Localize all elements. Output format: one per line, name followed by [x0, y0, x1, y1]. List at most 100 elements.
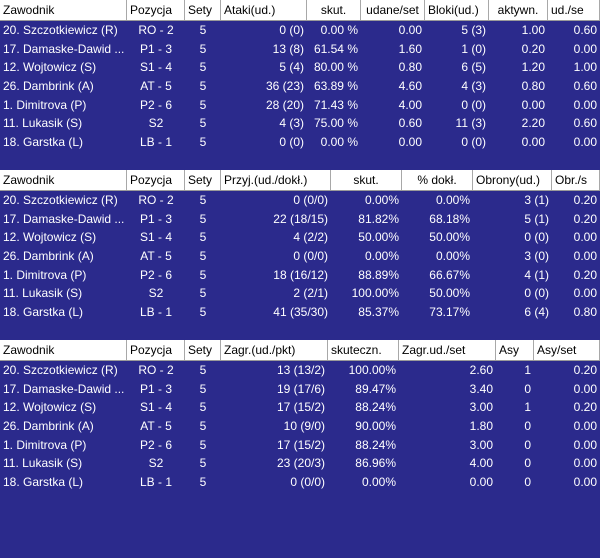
- cell-serve-efficiency: 0.00%: [361, 475, 396, 490]
- cell-serves-per-set: 2.60: [469, 363, 493, 377]
- column-header-asy[interactable]: Asy: [496, 340, 534, 360]
- cell-sets: 5: [199, 116, 207, 131]
- column-header-zagr[interactable]: Zagr.(ud./pkt): [221, 340, 328, 360]
- column-header-proc-dokl[interactable]: % dokł.: [402, 170, 473, 190]
- column-header-udane-set[interactable]: udane/set: [361, 0, 425, 20]
- column-header-sety[interactable]: Sety: [185, 0, 221, 20]
- table-row[interactable]: 11. Lukasik (S) S2 5 4 (3) 75.00 % 0.60 11 (3)…: [0, 114, 600, 133]
- cell-position: S1 - 4: [139, 60, 172, 75]
- column-header-ataki[interactable]: Ataki(ud.): [221, 0, 307, 20]
- table-row[interactable]: 12. Wojtowicz (S) S1 - 4 5 4 (2/2) 50.00% 50.…: [0, 228, 600, 247]
- cell-player-name: 17. Damaske-Dawid ...: [3, 41, 125, 56]
- column-header-asy-set[interactable]: Asy/set: [534, 340, 600, 360]
- cell-sets: 5: [199, 419, 207, 434]
- column-header-pozycja[interactable]: Pozycja: [127, 170, 185, 190]
- column-header-obr-set[interactable]: Obr./s: [552, 170, 600, 190]
- column-header-zawodnik[interactable]: Zawodnik: [0, 0, 127, 20]
- cell-player-name: 1. Dimitrova (P): [3, 97, 87, 112]
- table-row[interactable]: 18. Garstka (L) LB - 1 5 0 (0) 0.00 % 0.00 0 (…: [0, 133, 600, 152]
- cell-player-name: 12. Wojtowicz (S): [3, 60, 97, 75]
- table-row[interactable]: 17. Damaske-Dawid ... P1 - 3 5 22 (18/15) 81…: [0, 210, 600, 229]
- cell-sets: 5: [199, 437, 207, 452]
- cell-attacks: 5 (4): [279, 60, 304, 75]
- cell-position: S2: [148, 116, 164, 131]
- cell-sets: 5: [199, 381, 207, 396]
- column-header-ud-set[interactable]: ud./se: [548, 0, 600, 20]
- table-row[interactable]: 20. Szczotkiewicz (R) RO - 2 5 13 (13/2) 100…: [0, 361, 600, 380]
- column-header-przyj[interactable]: Przyj.(ud./dokł.): [221, 170, 331, 190]
- cell-receptions: 2 (2/1): [293, 286, 328, 301]
- cell-sets: 5: [199, 363, 207, 377]
- table-row[interactable]: 11. Lukasik (S) S2 5 23 (20/3) 86.96% 4.00 0 0.…: [0, 454, 600, 473]
- cell-digs-per-set: 0.00: [573, 286, 597, 301]
- cell-serves-per-set: 3.40: [469, 381, 493, 396]
- cell-attacks-per-set: 4.60: [398, 79, 422, 94]
- cell-blocks-per-set: 1.00: [573, 60, 597, 75]
- column-header-zawodnik[interactable]: Zawodnik: [0, 340, 127, 360]
- cell-attacks: 13 (8): [272, 41, 304, 56]
- cell-serves-per-set: 4.00: [469, 456, 493, 471]
- cell-sets: 5: [199, 475, 207, 490]
- cell-receptions: 4 (2/2): [293, 230, 328, 245]
- table-row[interactable]: 1. Dimitrova (P) P2 - 6 5 17 (15/2) 88.24% 3.…: [0, 436, 600, 455]
- cell-serve-efficiency: 88.24%: [355, 400, 396, 415]
- cell-blocks-per-set: 0.00: [573, 41, 597, 56]
- cell-attack-efficiency: 80.00 %: [313, 60, 358, 75]
- cell-digs: 0 (0): [524, 286, 549, 301]
- column-header-obrony[interactable]: Obrony(ud.): [473, 170, 552, 190]
- column-header-zawodnik[interactable]: Zawodnik: [0, 170, 127, 190]
- cell-attacks-per-set: 0.00: [398, 135, 422, 150]
- cell-reception-efficiency: 0.00%: [364, 249, 399, 264]
- table-row[interactable]: 20. Szczotkiewicz (R) RO - 2 5 0 (0/0) 0.00%…: [0, 191, 600, 210]
- cell-serves-per-set: 0.00: [469, 475, 493, 490]
- cell-sets: 5: [199, 286, 207, 301]
- table-body: 20. Szczotkiewicz (R) RO - 2 5 0 (0) 0.00 % 0…: [0, 21, 600, 152]
- table-row[interactable]: 18. Garstka (L) LB - 1 5 0 (0/0) 0.00% 0.00 0 0…: [0, 473, 600, 492]
- column-header-skut[interactable]: skut.: [307, 0, 361, 20]
- cell-player-name: 26. Dambrink (A): [3, 419, 94, 434]
- column-header-zagr-ud-set[interactable]: Zagr.ud./set: [399, 340, 496, 360]
- table-row[interactable]: 17. Damaske-Dawid ... P1 - 3 5 13 (8) 61.54 …: [0, 40, 600, 59]
- cell-blocks-per-set: 0.60: [573, 79, 597, 94]
- cell-aces: 1: [524, 363, 531, 377]
- column-header-skuteczn[interactable]: skuteczn.: [328, 340, 399, 360]
- cell-attacks: 0 (0): [279, 135, 304, 150]
- cell-blocks-per-set: 0.60: [573, 23, 597, 37]
- cell-receptions: 22 (18/15): [273, 211, 328, 226]
- cell-sets: 5: [199, 267, 207, 282]
- table-row[interactable]: 20. Szczotkiewicz (R) RO - 2 5 0 (0) 0.00 % 0…: [0, 21, 600, 40]
- table-row[interactable]: 26. Dambrink (A) AT - 5 5 36 (23) 63.89 % 4.6…: [0, 77, 600, 96]
- cell-position: AT - 5: [140, 419, 172, 434]
- cell-player-name: 11. Lukasik (S): [3, 116, 83, 131]
- cell-blocks: 1 (0): [461, 41, 486, 56]
- cell-player-name: 17. Damaske-Dawid ...: [3, 381, 125, 396]
- cell-attack-efficiency: 63.89 %: [313, 79, 358, 94]
- table-row[interactable]: 26. Dambrink (A) AT - 5 5 10 (9/0) 90.00% 1.8…: [0, 417, 600, 436]
- cell-position: P1 - 3: [139, 381, 172, 396]
- table-header: Zawodnik Pozycja Sety Ataki(ud.) skut. u…: [0, 0, 600, 21]
- cell-serves: 23 (20/3): [276, 456, 325, 471]
- column-header-pozycja[interactable]: Pozycja: [127, 340, 185, 360]
- cell-aces-per-set: 0.00: [573, 381, 597, 396]
- column-header-skut[interactable]: skut.: [331, 170, 402, 190]
- cell-serve-efficiency: 89.47%: [355, 381, 396, 396]
- table-row[interactable]: 1. Dimitrova (P) P2 - 6 5 18 (16/12) 88.89% 6…: [0, 266, 600, 285]
- column-header-pozycja[interactable]: Pozycja: [127, 0, 185, 20]
- cell-reception-efficiency: 85.37%: [358, 305, 399, 320]
- table-row[interactable]: 1. Dimitrova (P) P2 - 6 5 28 (20) 71.43 % 4.0…: [0, 96, 600, 115]
- table-row[interactable]: 11. Lukasik (S) S2 5 2 (2/1) 100.00% 50.00% 0 …: [0, 284, 600, 303]
- table-row[interactable]: 17. Damaske-Dawid ... P1 - 3 5 19 (17/6) 89.…: [0, 380, 600, 399]
- column-header-aktywn[interactable]: aktywn.: [489, 0, 548, 20]
- table-row[interactable]: 12. Wojtowicz (S) S1 - 4 5 17 (15/2) 88.24% 3…: [0, 398, 600, 417]
- table-row[interactable]: 18. Garstka (L) LB - 1 5 41 (35/30) 85.37% 73…: [0, 303, 600, 322]
- cell-block-activity: 1.00: [521, 23, 545, 37]
- table-row[interactable]: 26. Dambrink (A) AT - 5 5 0 (0/0) 0.00% 0.00%…: [0, 247, 600, 266]
- table-row[interactable]: 12. Wojtowicz (S) S1 - 4 5 5 (4) 80.00 % 0.80…: [0, 58, 600, 77]
- cell-block-activity: 1.20: [521, 60, 545, 75]
- column-header-bloki[interactable]: Bloki(ud.): [425, 0, 489, 20]
- column-header-sety[interactable]: Sety: [185, 340, 221, 360]
- cell-digs-per-set: 0.20: [573, 267, 597, 282]
- column-header-sety[interactable]: Sety: [185, 170, 221, 190]
- cell-attacks-per-set: 0.60: [398, 116, 422, 131]
- cell-position: RO - 2: [138, 363, 174, 377]
